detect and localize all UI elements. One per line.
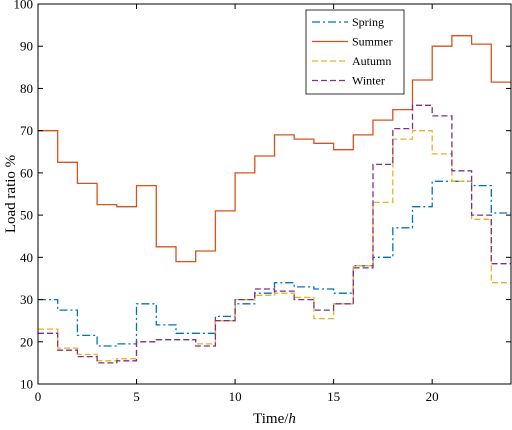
x-tick-label: 10 — [229, 389, 242, 404]
legend-label-autumn: Autumn — [352, 54, 391, 68]
series-line-summer — [38, 35, 511, 263]
y-tick-label: 70 — [20, 123, 33, 138]
y-tick-label: 20 — [20, 334, 33, 349]
y-tick-label: 90 — [20, 39, 33, 54]
series-line-autumn — [38, 130, 511, 362]
x-tick-label: 15 — [327, 389, 340, 404]
axes-layer — [37, 3, 512, 385]
y-tick-label: 100 — [14, 0, 34, 12]
y-tick-label: 30 — [20, 292, 33, 307]
legend-label-winter: Winter — [352, 74, 385, 88]
x-tick-label: 5 — [133, 389, 140, 404]
x-tick-label: 0 — [35, 389, 42, 404]
y-tick-label: 10 — [20, 377, 33, 392]
series-line-spring — [38, 180, 511, 347]
y-axis-label: Load ratio % — [3, 155, 19, 233]
ticks-layer: 0 5 10 15 20 10 20 30 40 50 60 70 80 90 100 — [14, 0, 511, 404]
legend-label-summer: Summer — [352, 35, 393, 49]
y-tick-label: 50 — [20, 208, 33, 223]
legend-items: Spring Summer Autumn Winter — [312, 15, 393, 88]
y-tick-label: 80 — [20, 81, 33, 96]
x-axis-label-text: Time/ — [253, 411, 289, 427]
x-axis-label-unit: h — [288, 411, 296, 427]
x-tick-label: 20 — [426, 389, 439, 404]
series-line-winter — [38, 104, 511, 364]
y-tick-label: 60 — [20, 165, 33, 180]
y-tick-label: 40 — [20, 250, 33, 265]
plot-frame — [37, 3, 512, 385]
legend-label-spring: Spring — [352, 15, 384, 29]
series-layer — [38, 35, 511, 364]
legend: Spring Summer Autumn Winter — [305, 9, 405, 95]
x-axis-label: Time/h — [253, 411, 296, 427]
